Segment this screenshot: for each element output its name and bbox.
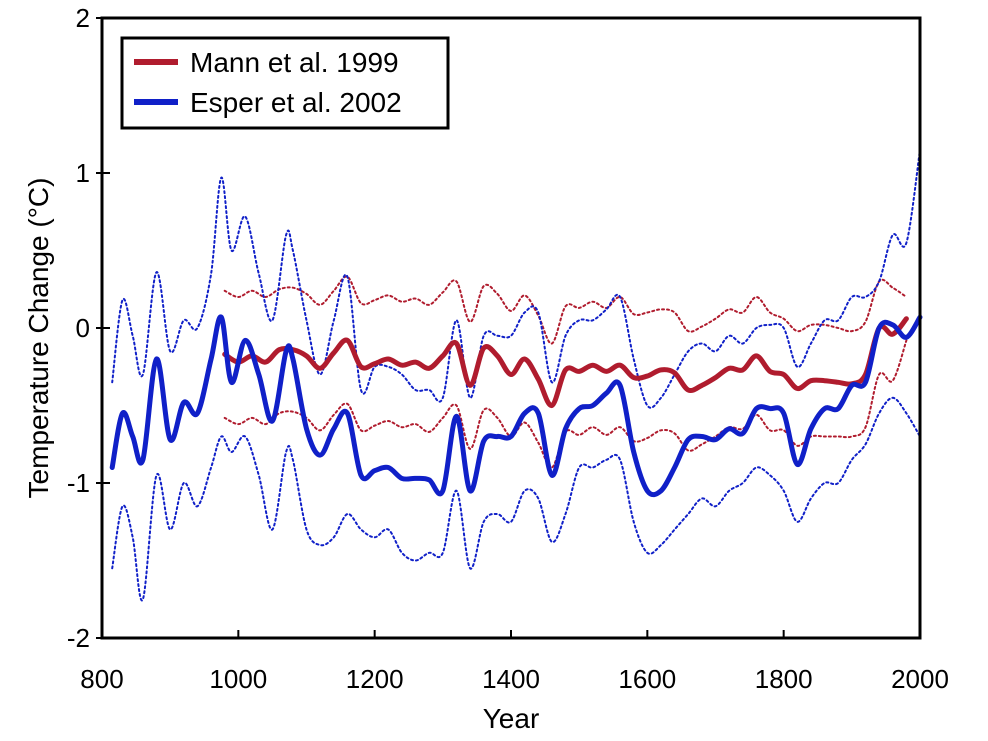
- y-tick-label: -1: [67, 468, 90, 498]
- x-tick-label: 2000: [891, 664, 949, 694]
- series-line-5-esper-uncertainty: [111, 396, 921, 602]
- series-line-1-mann-uncertainty: [223, 275, 908, 345]
- x-axis-title: Year: [483, 703, 540, 734]
- y-tick-label: 2: [76, 3, 90, 33]
- y-tick-label: 0: [76, 313, 90, 343]
- x-tick-label: 1000: [209, 664, 267, 694]
- x-tick-label: 1800: [755, 664, 813, 694]
- x-tick-label: 1400: [482, 664, 540, 694]
- series-line-4-esper-uncertainty: [111, 148, 921, 409]
- x-tick-label: 1600: [618, 664, 676, 694]
- legend-label-esper: Esper et al. 2002: [190, 87, 402, 118]
- plot-series: [109, 148, 923, 602]
- x-axis: 800 1000 1200 1400 1600 1800 2000: [80, 630, 949, 694]
- legend-label-mann: Mann et al. 1999: [190, 47, 399, 78]
- x-tick-label: 800: [80, 664, 123, 694]
- y-tick-label: 1: [76, 158, 90, 188]
- legend-box: [120, 36, 450, 130]
- y-axis: -2 -1 0 1 2: [67, 3, 110, 653]
- series-line-0-mann-et-al-1999: [222, 316, 909, 408]
- series-line-3-esper-et-al-2002: [109, 314, 923, 498]
- y-tick-label: -2: [67, 623, 90, 653]
- x-tick-label: 1200: [346, 664, 404, 694]
- legend: Mann et al. 1999 Esper et al. 2002: [120, 36, 450, 130]
- y-axis-title: Temperature Change (°C): [23, 178, 54, 499]
